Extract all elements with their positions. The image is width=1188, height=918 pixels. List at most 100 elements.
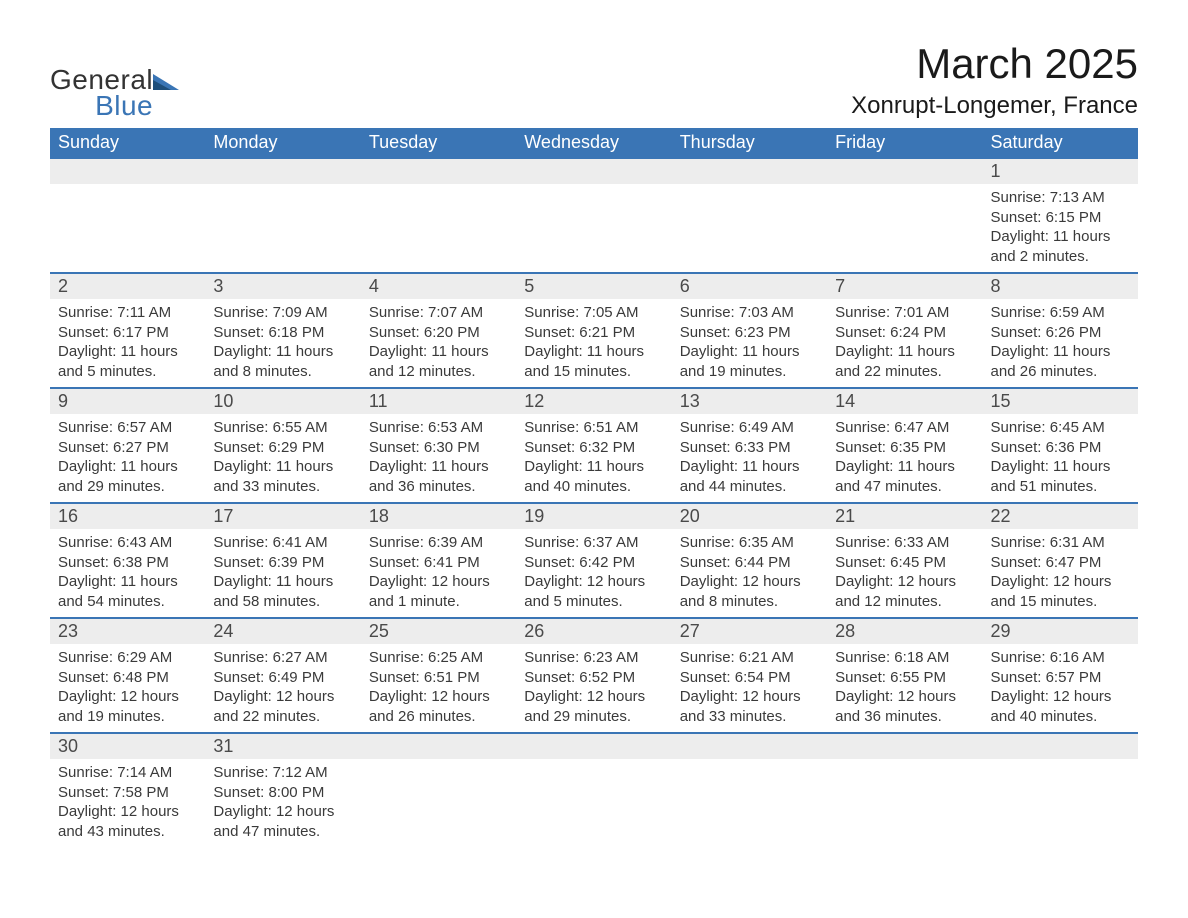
day-detail-cell: [516, 184, 671, 273]
day-number-cell: 5: [516, 273, 671, 299]
day-detail-cell: Sunrise: 6:59 AMSunset: 6:26 PMDaylight:…: [983, 299, 1138, 388]
day-sr: Sunrise: 6:57 AM: [58, 418, 197, 438]
day-sr: Sunrise: 6:37 AM: [524, 533, 663, 553]
day-sr: Sunrise: 7:05 AM: [524, 303, 663, 323]
day-number-row: 2345678: [50, 273, 1138, 299]
day-sr: Sunrise: 7:07 AM: [369, 303, 508, 323]
day-detail-cell: Sunrise: 6:39 AMSunset: 6:41 PMDaylight:…: [361, 529, 516, 618]
day-d1: Daylight: 11 hours: [213, 342, 352, 362]
day-number-cell: 31: [205, 733, 360, 759]
day-detail-cell: [361, 759, 516, 847]
day-d2: and 5 minutes.: [58, 362, 197, 382]
weekday-header: Sunday: [50, 128, 205, 158]
day-number-cell: 10: [205, 388, 360, 414]
day-detail-cell: [205, 184, 360, 273]
day-detail-cell: Sunrise: 6:29 AMSunset: 6:48 PMDaylight:…: [50, 644, 205, 733]
day-sr: Sunrise: 6:27 AM: [213, 648, 352, 668]
day-number-cell: 12: [516, 388, 671, 414]
weekday-header: Wednesday: [516, 128, 671, 158]
day-d1: Daylight: 11 hours: [524, 457, 663, 477]
day-detail-row: Sunrise: 7:13 AMSunset: 6:15 PMDaylight:…: [50, 184, 1138, 273]
logo-flag-icon: [153, 70, 183, 98]
day-number-row: 23242526272829: [50, 618, 1138, 644]
day-number-cell: 24: [205, 618, 360, 644]
day-d2: and 36 minutes.: [835, 707, 974, 727]
day-sr: Sunrise: 6:59 AM: [991, 303, 1130, 323]
day-d1: Daylight: 11 hours: [524, 342, 663, 362]
day-d2: and 29 minutes.: [524, 707, 663, 727]
day-detail-cell: Sunrise: 7:01 AMSunset: 6:24 PMDaylight:…: [827, 299, 982, 388]
day-sr: Sunrise: 6:55 AM: [213, 418, 352, 438]
day-number-cell: 7: [827, 273, 982, 299]
title-block: March 2025 Xonrupt-Longemer, France: [851, 40, 1138, 120]
day-number-cell: 18: [361, 503, 516, 529]
day-d2: and 19 minutes.: [58, 707, 197, 727]
day-number-cell: 1: [983, 158, 1138, 184]
day-d2: and 26 minutes.: [369, 707, 508, 727]
day-detail-row: Sunrise: 7:11 AMSunset: 6:17 PMDaylight:…: [50, 299, 1138, 388]
day-detail-cell: Sunrise: 6:51 AMSunset: 6:32 PMDaylight:…: [516, 414, 671, 503]
day-sr: Sunrise: 7:12 AM: [213, 763, 352, 783]
day-detail-cell: [361, 184, 516, 273]
day-number-cell: 23: [50, 618, 205, 644]
day-number-cell: 3: [205, 273, 360, 299]
day-ss: Sunset: 6:51 PM: [369, 668, 508, 688]
day-detail-cell: Sunrise: 7:14 AMSunset: 7:58 PMDaylight:…: [50, 759, 205, 847]
day-ss: Sunset: 6:17 PM: [58, 323, 197, 343]
day-ss: Sunset: 6:23 PM: [680, 323, 819, 343]
day-d1: Daylight: 12 hours: [58, 802, 197, 822]
day-d2: and 8 minutes.: [213, 362, 352, 382]
weekday-header: Tuesday: [361, 128, 516, 158]
day-number-cell: 29: [983, 618, 1138, 644]
location: Xonrupt-Longemer, France: [851, 92, 1138, 120]
day-detail-cell: Sunrise: 6:27 AMSunset: 6:49 PMDaylight:…: [205, 644, 360, 733]
day-sr: Sunrise: 6:35 AM: [680, 533, 819, 553]
day-d1: Daylight: 11 hours: [835, 457, 974, 477]
day-ss: Sunset: 6:45 PM: [835, 553, 974, 573]
day-ss: Sunset: 6:26 PM: [991, 323, 1130, 343]
day-number-cell: 17: [205, 503, 360, 529]
day-number-cell: 9: [50, 388, 205, 414]
day-number-cell: 13: [672, 388, 827, 414]
day-ss: Sunset: 6:55 PM: [835, 668, 974, 688]
day-detail-cell: [983, 759, 1138, 847]
day-d1: Daylight: 12 hours: [835, 687, 974, 707]
day-d1: Daylight: 12 hours: [213, 687, 352, 707]
day-detail-cell: [827, 184, 982, 273]
day-d2: and 58 minutes.: [213, 592, 352, 612]
day-d1: Daylight: 11 hours: [991, 342, 1130, 362]
day-detail-cell: [50, 184, 205, 273]
day-sr: Sunrise: 6:51 AM: [524, 418, 663, 438]
day-number-cell: 30: [50, 733, 205, 759]
day-ss: Sunset: 6:24 PM: [835, 323, 974, 343]
day-ss: Sunset: 6:48 PM: [58, 668, 197, 688]
day-ss: Sunset: 6:15 PM: [991, 208, 1130, 228]
day-detail-row: Sunrise: 6:43 AMSunset: 6:38 PMDaylight:…: [50, 529, 1138, 618]
day-number-cell: 22: [983, 503, 1138, 529]
day-ss: Sunset: 6:21 PM: [524, 323, 663, 343]
day-detail-row: Sunrise: 6:29 AMSunset: 6:48 PMDaylight:…: [50, 644, 1138, 733]
day-detail-cell: Sunrise: 6:49 AMSunset: 6:33 PMDaylight:…: [672, 414, 827, 503]
day-sr: Sunrise: 7:09 AM: [213, 303, 352, 323]
day-detail-cell: Sunrise: 7:09 AMSunset: 6:18 PMDaylight:…: [205, 299, 360, 388]
day-ss: Sunset: 6:52 PM: [524, 668, 663, 688]
day-ss: Sunset: 7:58 PM: [58, 783, 197, 803]
day-number-cell: 21: [827, 503, 982, 529]
day-detail-cell: Sunrise: 6:35 AMSunset: 6:44 PMDaylight:…: [672, 529, 827, 618]
day-ss: Sunset: 6:30 PM: [369, 438, 508, 458]
day-detail-cell: [827, 759, 982, 847]
day-d2: and 2 minutes.: [991, 247, 1130, 267]
day-d2: and 15 minutes.: [524, 362, 663, 382]
day-number-cell: 16: [50, 503, 205, 529]
day-d2: and 33 minutes.: [680, 707, 819, 727]
day-number-cell: [983, 733, 1138, 759]
day-ss: Sunset: 8:00 PM: [213, 783, 352, 803]
day-number-cell: 28: [827, 618, 982, 644]
day-detail-cell: Sunrise: 6:25 AMSunset: 6:51 PMDaylight:…: [361, 644, 516, 733]
day-d1: Daylight: 11 hours: [369, 457, 508, 477]
day-d1: Daylight: 11 hours: [835, 342, 974, 362]
day-d2: and 5 minutes.: [524, 592, 663, 612]
day-d1: Daylight: 11 hours: [680, 342, 819, 362]
day-d2: and 33 minutes.: [213, 477, 352, 497]
day-ss: Sunset: 6:36 PM: [991, 438, 1130, 458]
